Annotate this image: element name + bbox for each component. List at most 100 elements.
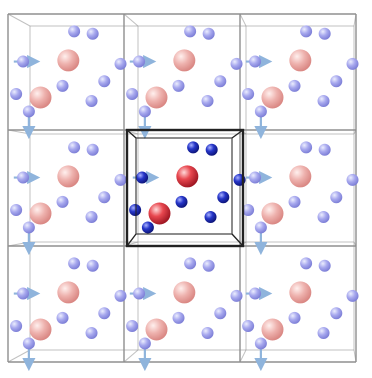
small-particle-image <box>300 257 313 270</box>
small-particle <box>136 171 149 184</box>
small-particle-image <box>10 320 23 333</box>
small-particle-image <box>184 25 197 38</box>
small-particle-image <box>254 105 267 118</box>
small-particle <box>204 211 217 223</box>
large-particle-image <box>173 49 196 72</box>
small-particle-image <box>249 287 262 300</box>
small-particle-image <box>98 191 111 204</box>
small-particle-image <box>230 57 243 70</box>
large-particle-image <box>173 281 196 304</box>
particle-images <box>10 25 359 350</box>
large-particle-image <box>261 202 284 225</box>
small-particle-image <box>114 173 127 186</box>
small-particle-image <box>330 191 343 204</box>
small-particle-image <box>346 57 359 70</box>
small-particle-image <box>22 337 35 350</box>
small-particle-image <box>114 289 127 302</box>
small-particle-image <box>172 311 185 324</box>
small-particle-image <box>249 171 262 184</box>
central-box-front-face <box>125 128 245 248</box>
small-particle-image <box>85 211 98 223</box>
small-particle-image <box>242 320 255 333</box>
small-particle <box>141 221 154 234</box>
small-particle-image <box>133 287 146 300</box>
small-particle-image <box>126 320 139 333</box>
small-particle-image <box>138 337 151 350</box>
small-particle <box>129 204 142 217</box>
large-particle-image <box>29 202 52 225</box>
depth-edge <box>239 349 247 363</box>
central-box-depth-edge <box>231 129 244 139</box>
large-particle <box>176 165 199 188</box>
small-particle-image <box>56 195 69 208</box>
small-particle-image <box>68 257 81 270</box>
small-particle <box>175 195 188 208</box>
small-particle-image <box>68 141 81 154</box>
central-box-back-face <box>135 137 233 235</box>
small-particle-image <box>317 327 330 339</box>
small-particle-image <box>202 27 215 40</box>
large-particle-image <box>57 281 80 304</box>
small-particle-image <box>172 79 185 92</box>
large-particle-image <box>261 86 284 109</box>
depth-edge <box>7 349 31 363</box>
small-particle <box>187 141 200 154</box>
small-particle-image <box>288 311 301 324</box>
small-particle-image <box>230 289 243 302</box>
small-particle-image <box>68 25 81 38</box>
large-particle-image <box>261 318 284 341</box>
small-particle-image <box>56 311 69 324</box>
large-particle-image <box>57 49 80 72</box>
large-particle-image <box>57 165 80 188</box>
small-particle-image <box>201 327 214 339</box>
small-particle-image <box>98 75 111 88</box>
central-simulation-box <box>125 128 245 248</box>
small-particle-image <box>330 75 343 88</box>
large-particle-image <box>289 49 312 72</box>
small-particle-image <box>318 27 331 40</box>
simulation-box-grid <box>7 13 357 363</box>
small-particle-image <box>288 195 301 208</box>
small-particle <box>205 143 218 156</box>
large-particle-image <box>29 86 52 109</box>
small-particle-image <box>346 289 359 302</box>
small-particle-image <box>86 27 99 40</box>
depth-edge <box>123 349 139 363</box>
small-particle-image <box>254 221 267 234</box>
small-particle-image <box>85 327 98 339</box>
small-particle-image <box>300 141 313 154</box>
small-particle-image <box>346 173 359 186</box>
small-particle-image <box>10 88 23 101</box>
small-particle-image <box>202 259 215 272</box>
large-particle <box>148 202 171 225</box>
small-particle-image <box>317 95 330 107</box>
small-particle-image <box>17 287 30 300</box>
small-particle-image <box>300 25 313 38</box>
small-particle-image <box>138 105 151 118</box>
small-particle-image <box>242 88 255 101</box>
large-particle-image <box>289 165 312 188</box>
small-particle-image <box>56 79 69 92</box>
small-particle-image <box>318 143 331 156</box>
small-particle-image <box>85 95 98 107</box>
small-particle-image <box>242 204 255 217</box>
small-particle-image <box>126 88 139 101</box>
large-particle-image <box>145 318 168 341</box>
large-particle-image <box>29 318 52 341</box>
large-particle-image <box>289 281 312 304</box>
depth-edge <box>7 13 31 27</box>
central-box-depth-edge <box>126 233 137 247</box>
small-particle-image <box>22 105 35 118</box>
central-box-depth-edge <box>231 233 244 247</box>
small-particle-image <box>201 95 214 107</box>
small-particle-image <box>86 143 99 156</box>
small-particle-image <box>184 257 197 270</box>
small-particle-image <box>10 204 23 217</box>
small-particle-image <box>98 307 111 320</box>
small-particle-image <box>133 55 146 68</box>
depth-edge <box>123 13 139 27</box>
small-particle-image <box>254 337 267 350</box>
small-particle-image <box>114 57 127 70</box>
central-box-depth-edge <box>126 129 137 139</box>
